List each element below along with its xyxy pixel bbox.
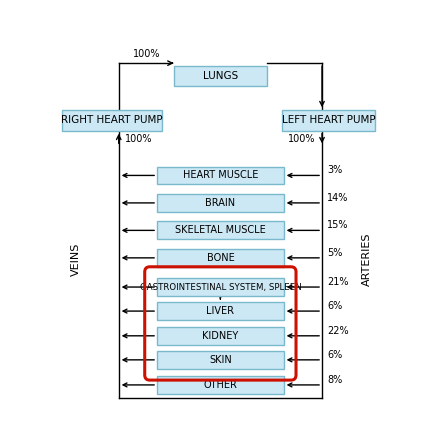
FancyBboxPatch shape xyxy=(157,327,284,345)
FancyBboxPatch shape xyxy=(157,249,284,267)
Text: BRAIN: BRAIN xyxy=(205,198,236,208)
Text: VEINS: VEINS xyxy=(71,243,80,276)
FancyBboxPatch shape xyxy=(157,194,284,212)
FancyBboxPatch shape xyxy=(157,222,284,240)
Text: 100%: 100% xyxy=(132,49,160,59)
FancyBboxPatch shape xyxy=(157,376,284,394)
Text: SKELETAL MUSCLE: SKELETAL MUSCLE xyxy=(175,225,266,235)
Text: LUNGS: LUNGS xyxy=(203,71,238,81)
Text: 3%: 3% xyxy=(327,165,342,175)
Text: 8%: 8% xyxy=(327,375,342,385)
Text: LIVER: LIVER xyxy=(206,306,234,316)
Text: GASTROINTESTINAL SYSTEM, SPLEEN: GASTROINTESTINAL SYSTEM, SPLEEN xyxy=(139,283,301,292)
Text: 5%: 5% xyxy=(327,248,342,258)
Text: RIGHT HEART PUMP: RIGHT HEART PUMP xyxy=(61,116,163,125)
FancyBboxPatch shape xyxy=(157,351,284,369)
FancyBboxPatch shape xyxy=(282,110,375,131)
Text: 6%: 6% xyxy=(327,301,342,311)
Text: HEART MUSCLE: HEART MUSCLE xyxy=(183,170,258,181)
Text: BONE: BONE xyxy=(206,253,234,263)
Text: 15%: 15% xyxy=(327,220,349,231)
Text: ARTERIES: ARTERIES xyxy=(362,233,372,286)
Text: KIDNEY: KIDNEY xyxy=(202,331,239,341)
FancyBboxPatch shape xyxy=(157,278,284,296)
FancyBboxPatch shape xyxy=(157,302,284,320)
FancyBboxPatch shape xyxy=(62,110,162,131)
FancyBboxPatch shape xyxy=(174,66,267,86)
Text: OTHER: OTHER xyxy=(203,380,237,390)
Text: 22%: 22% xyxy=(327,326,349,336)
Text: 100%: 100% xyxy=(126,133,153,144)
Text: 100%: 100% xyxy=(288,133,315,144)
Text: 21%: 21% xyxy=(327,277,349,287)
Text: 14%: 14% xyxy=(327,193,348,203)
Text: 6%: 6% xyxy=(327,350,342,360)
Text: SKIN: SKIN xyxy=(209,355,232,365)
FancyBboxPatch shape xyxy=(157,166,284,184)
Text: LEFT HEART PUMP: LEFT HEART PUMP xyxy=(282,116,375,125)
